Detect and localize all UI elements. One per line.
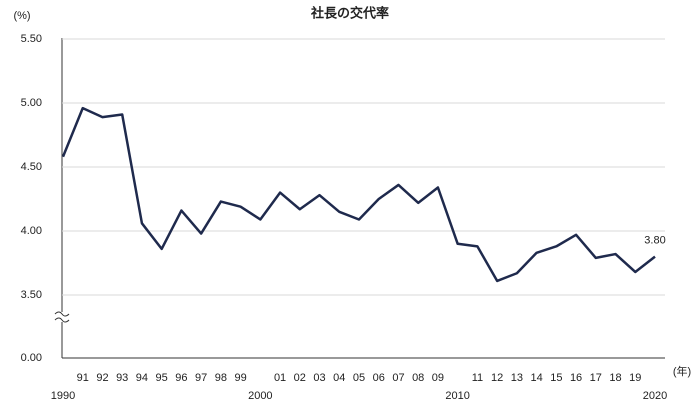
x-tick-label: 07 [392, 372, 404, 384]
x-tick-label: 12 [491, 372, 503, 384]
x-tick-label: 93 [116, 372, 128, 384]
y-tick-label: 4.00 [21, 225, 42, 237]
x-tick-label: 01 [274, 372, 286, 384]
x-tick-label: 98 [215, 372, 227, 384]
y-tick-label: 4.50 [21, 161, 42, 173]
x-tick-label: 04 [333, 372, 345, 384]
x-tick-label: 05 [353, 372, 365, 384]
x-tick-label: 2010 [445, 390, 469, 402]
x-tick-label: 11 [472, 372, 483, 384]
y-tick-label: 3.50 [21, 289, 42, 301]
y-unit: (%) [13, 10, 30, 22]
x-tick-label: 95 [156, 372, 168, 384]
chart-title: 社長の交代率 [310, 5, 389, 20]
x-tick-label: 96 [175, 372, 187, 384]
x-tick-label: 19 [629, 372, 641, 384]
x-tick-label: 14 [530, 372, 542, 384]
x-tick-label: 16 [570, 372, 582, 384]
x-tick-label: 13 [511, 372, 523, 384]
x-tick-label: 2020 [643, 390, 667, 402]
x-tick-label: 17 [590, 372, 602, 384]
x-tick-label: 94 [136, 372, 148, 384]
data-label: 3.80 [644, 235, 665, 247]
y-tick-label: 5.00 [21, 97, 42, 109]
x-tick-label: 09 [432, 372, 444, 384]
x-tick-label: 06 [373, 372, 385, 384]
x-tick-label: 97 [195, 372, 207, 384]
y-tick-label: 5.50 [21, 33, 42, 45]
line [61, 106, 656, 283]
x-tick-label: 1990 [51, 390, 75, 402]
x-tick-label: 99 [234, 372, 246, 384]
x-tick-label: 2000 [248, 390, 272, 402]
x-tick-label: 02 [294, 372, 306, 384]
x-tick-label: 18 [609, 372, 621, 384]
x-tick-label: 92 [96, 372, 108, 384]
x-tick-label: 03 [313, 372, 325, 384]
x-unit: (年) [673, 364, 691, 378]
x-tick-label: 08 [412, 372, 424, 384]
x-tick-label: 15 [550, 372, 562, 384]
y-tick-label: 0.00 [21, 352, 42, 364]
axis-break-gap [54, 312, 70, 322]
x-tick-label: 91 [77, 372, 89, 384]
axis-break [54, 311, 70, 323]
